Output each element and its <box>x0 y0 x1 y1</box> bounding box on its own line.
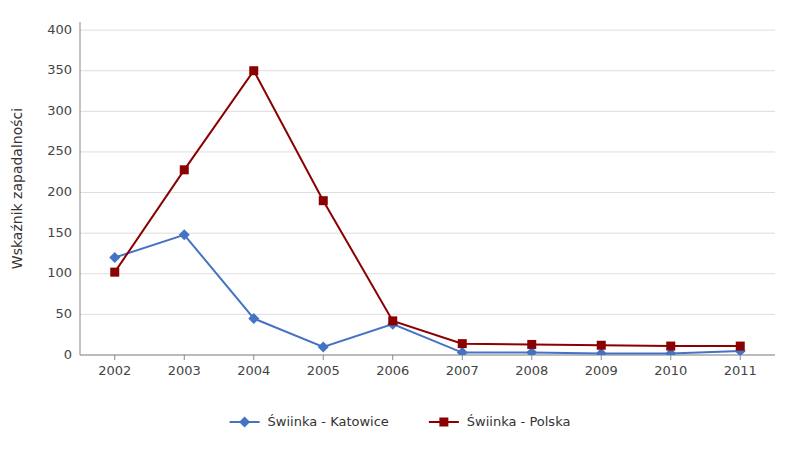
grid-line <box>80 30 775 31</box>
y-tick-label: 100 <box>47 265 72 280</box>
y-tick-label: 350 <box>47 62 72 77</box>
data-point <box>458 339 467 348</box>
x-tick <box>670 355 671 360</box>
data-point <box>388 316 397 325</box>
y-tick-label: 150 <box>47 225 72 240</box>
x-tick-label: 2007 <box>446 363 479 378</box>
x-tick <box>740 355 741 360</box>
x-tick-label: 2002 <box>98 363 131 378</box>
data-point <box>736 342 745 351</box>
series-line <box>115 235 741 354</box>
data-point <box>318 341 329 352</box>
plot-area <box>109 66 746 355</box>
data-point <box>249 66 258 75</box>
grid-line <box>80 273 775 274</box>
y-tick-label: 0 <box>64 347 72 362</box>
grid-line <box>80 111 775 112</box>
page: {"chart_data": {"type": "line", "y_label… <box>0 0 800 450</box>
legend-label: Świinka - Katowice <box>268 414 389 429</box>
data-point <box>527 340 536 349</box>
x-tick-label: 2009 <box>585 363 618 378</box>
data-point <box>110 268 119 277</box>
x-tick <box>323 355 324 360</box>
y-grid <box>80 30 775 355</box>
data-point <box>179 229 190 240</box>
chart-svg: 0 50 100 150 200 250 300 350 400 2002 2003 2004 2005… <box>0 0 800 450</box>
y-tick-label: 300 <box>47 103 72 118</box>
x-tick <box>392 355 393 360</box>
grid-line <box>80 192 775 193</box>
x-tick <box>531 355 532 360</box>
grid-line <box>80 151 775 152</box>
legend: Świinka - Katowice Świinka - Polska <box>230 414 571 429</box>
x-tick-label: 2003 <box>168 363 201 378</box>
data-point <box>666 342 675 351</box>
y-tick-label: 50 <box>55 306 72 321</box>
x-tick-label: 2004 <box>237 363 270 378</box>
x-tick-label: 2010 <box>654 363 687 378</box>
x-tick-label: 2006 <box>376 363 409 378</box>
data-point <box>597 341 606 350</box>
x-tick-label: 2011 <box>724 363 757 378</box>
y-tick-label: 200 <box>47 184 72 199</box>
y-tick-label: 400 <box>47 22 72 37</box>
data-point <box>109 252 120 263</box>
data-point <box>180 165 189 174</box>
series <box>109 229 746 355</box>
legend-item: Świinka - Katowice <box>230 414 389 429</box>
data-point <box>248 313 259 324</box>
grid-line <box>80 70 775 71</box>
data-point <box>319 196 328 205</box>
chart-container: 0 50 100 150 200 250 300 350 400 2002 2003 2004 2005… <box>0 0 800 450</box>
x-tick <box>462 355 463 360</box>
legend-item: Świinka - Polska <box>429 414 571 429</box>
series-line <box>115 71 741 346</box>
x-tick <box>253 355 254 360</box>
legend-swatch-marker <box>439 418 448 427</box>
y-axis-label: Wskaźnik zapadalności <box>9 108 25 269</box>
x-tick-label: 2008 <box>515 363 548 378</box>
grid-line <box>80 314 775 315</box>
x-tick <box>601 355 602 360</box>
data-point <box>457 347 468 355</box>
y-tick-label: 250 <box>47 143 72 158</box>
x-tick-label: 2005 <box>307 363 340 378</box>
legend-label: Świinka - Polska <box>467 414 571 429</box>
series <box>110 66 745 350</box>
x-tick <box>114 355 115 360</box>
x-tick <box>184 355 185 360</box>
y-axis-line <box>80 22 81 355</box>
legend-swatch-marker <box>239 417 250 428</box>
